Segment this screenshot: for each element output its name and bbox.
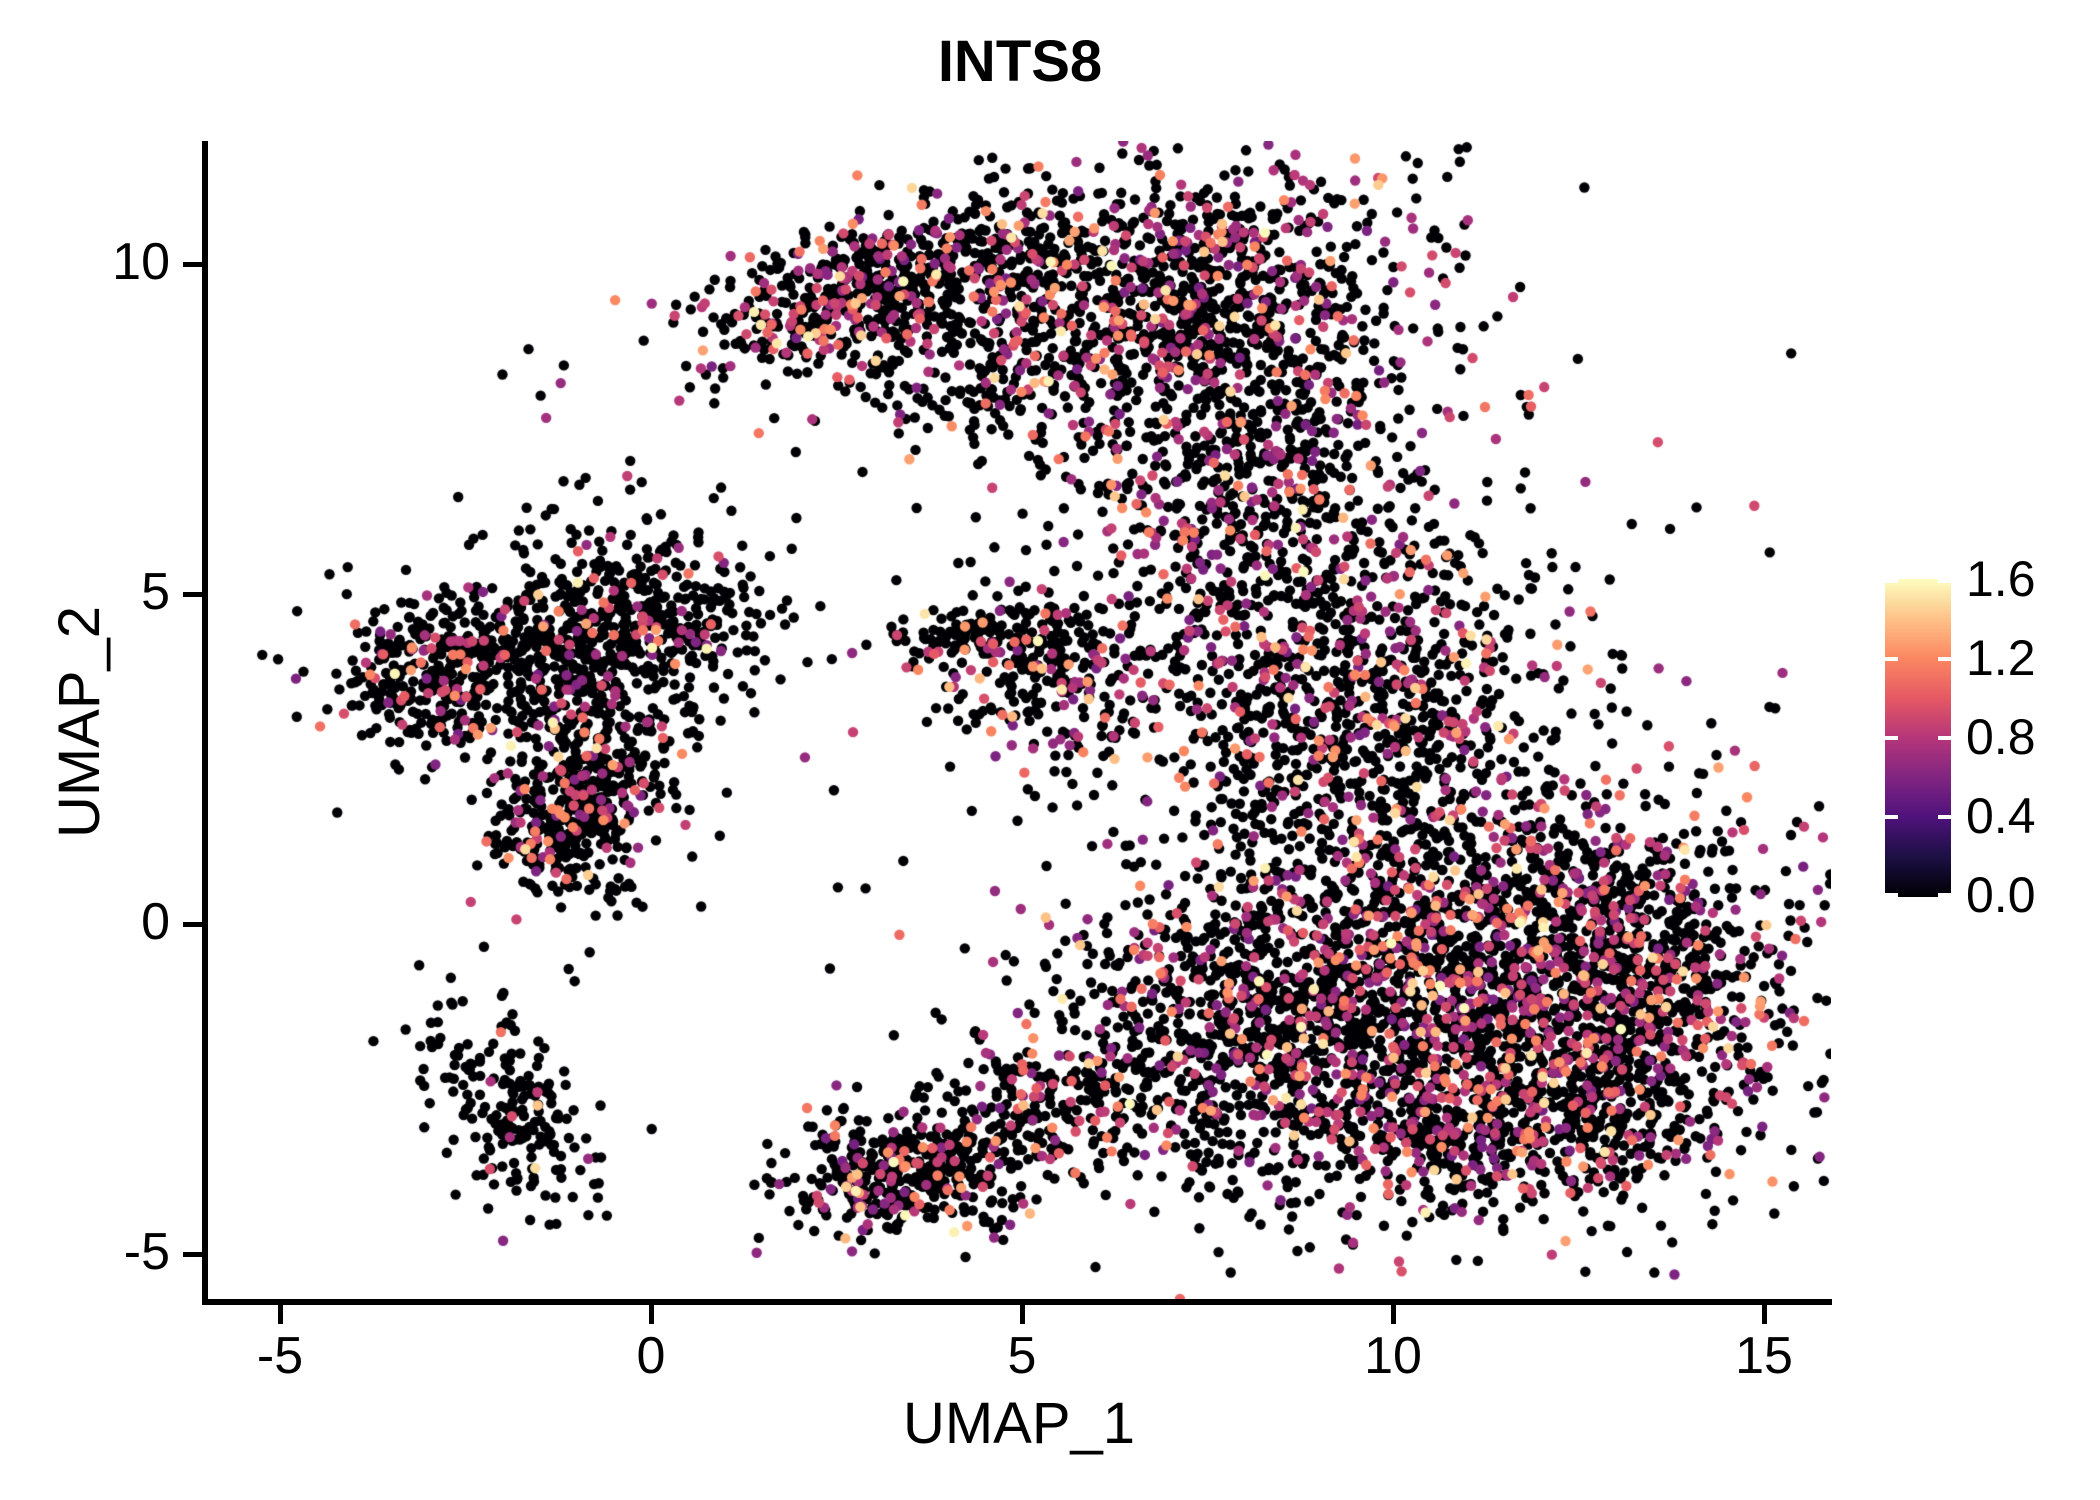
x-tick-mark-5 — [1020, 1305, 1025, 1324]
plot-panel — [207, 141, 1831, 1303]
x-axis-line — [202, 1299, 1832, 1305]
y-axis-line — [202, 141, 208, 1305]
x-tick-label-0: 0 — [636, 1327, 666, 1385]
y-axis-title: UMAP_2 — [47, 605, 112, 839]
colorbar-tick-0.8-left — [1885, 736, 1898, 740]
colorbar-tick-0.8-right — [1938, 736, 1951, 740]
colorbar-label-0.8: 0.8 — [1966, 709, 2036, 765]
colorbar-legend: 1.6 1.2 0.8 0.4 0.0 — [1880, 554, 2090, 940]
x-tick-label-5: 5 — [1007, 1327, 1037, 1385]
x-tick-mark--5 — [278, 1305, 283, 1324]
x-tick-mark-10 — [1391, 1305, 1396, 1324]
colorbar-scale — [1885, 579, 1951, 897]
colorbar-tick-0.4-left — [1885, 815, 1898, 819]
y-tick-mark--5 — [183, 1252, 202, 1257]
x-tick-label--5: -5 — [256, 1327, 304, 1385]
y-tick-mark-0 — [183, 922, 202, 927]
y-tick-mark-5 — [183, 592, 202, 597]
y-tick-label-5: 5 — [141, 563, 170, 621]
x-tick-label-10: 10 — [1364, 1327, 1422, 1385]
colorbar-label-1.2: 1.2 — [1966, 630, 2036, 686]
y-tick-label--5: -5 — [123, 1223, 170, 1281]
y-tick-mark-10 — [183, 262, 202, 267]
colorbar-label-1.6: 1.6 — [1966, 551, 2036, 607]
x-tick-label-15: 15 — [1735, 1327, 1793, 1385]
colorbar-tick-1.2-right — [1938, 657, 1951, 661]
colorbar-tick-1.2-left — [1885, 657, 1898, 661]
y-tick-label-0: 0 — [141, 893, 170, 951]
x-tick-mark-0 — [649, 1305, 654, 1324]
x-axis-title: UMAP_1 — [902, 1391, 1136, 1456]
colorbar-label-0.4: 0.4 — [1966, 788, 2036, 844]
colorbar-label-0.0: 0.0 — [1966, 867, 2036, 923]
page-title: INTS8 — [937, 29, 1103, 94]
colorbar-tick-0.0-right — [1938, 893, 1951, 897]
colorbar-tick-1.6-right — [1938, 579, 1951, 583]
y-tick-label-10: 10 — [112, 233, 170, 291]
colorbar-tick-1.6-left — [1885, 579, 1898, 583]
colorbar-tick-0.4-right — [1938, 815, 1951, 819]
x-tick-mark-15 — [1762, 1305, 1767, 1324]
colorbar-tick-0.0-left — [1885, 893, 1898, 897]
scatter-plot-canvas — [207, 141, 1831, 1303]
